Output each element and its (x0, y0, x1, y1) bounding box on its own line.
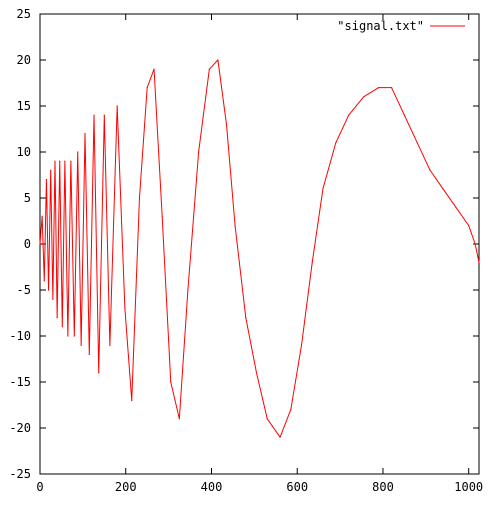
data-point (245, 317, 247, 319)
data-point (77, 151, 79, 153)
data-point (300, 344, 303, 346)
series-layer (39, 59, 480, 438)
data-point (390, 87, 393, 89)
y-tick-label: -15 (9, 375, 31, 389)
y-tick-label: 20 (17, 53, 31, 67)
data-point (39, 243, 41, 245)
x-tick-label: 600 (286, 480, 308, 494)
data-point (138, 197, 141, 199)
series-line-0 (39, 59, 480, 438)
x-tick-label: 200 (115, 480, 137, 494)
data-point (93, 114, 95, 116)
data-point (70, 160, 72, 162)
data-point (124, 307, 126, 309)
data-point (478, 261, 480, 263)
data-point (187, 289, 189, 291)
data-point (52, 298, 54, 300)
data-point (54, 160, 56, 162)
data-point (88, 353, 90, 355)
data-point (109, 344, 111, 346)
data-point (67, 335, 69, 337)
data-point (266, 418, 268, 420)
data-point (116, 105, 118, 107)
data-point (59, 160, 61, 162)
data-point (73, 335, 75, 337)
x-tick-label: 400 (201, 480, 223, 494)
y-tick-label: 25 (17, 7, 31, 21)
data-point (311, 261, 313, 263)
data-point (416, 142, 418, 144)
plot-frame (39, 13, 480, 475)
data-point (80, 344, 82, 346)
data-point (153, 68, 155, 70)
legend-label: "signal.txt" (337, 19, 424, 33)
data-point (335, 142, 337, 144)
x-tick-label: 1000 (454, 480, 483, 494)
y-tick-label: -20 (9, 421, 31, 435)
data-point (178, 418, 180, 420)
data-point (208, 68, 210, 70)
data-point (348, 114, 350, 116)
data-point (56, 317, 58, 319)
data-point (50, 169, 52, 171)
x-tick-label: 800 (372, 480, 394, 494)
data-point (146, 87, 148, 89)
y-tick-label: -5 (17, 283, 31, 297)
y-tick-label: 15 (17, 99, 31, 113)
y-tick-label: -10 (9, 329, 31, 343)
y-tick-label: -25 (9, 467, 31, 481)
data-point (47, 289, 50, 291)
y-tick-label: 10 (17, 145, 31, 159)
data-point (429, 169, 431, 171)
data-point (131, 399, 133, 401)
data-point (234, 225, 236, 227)
data-point (61, 326, 63, 328)
data-point (279, 436, 281, 438)
data-point (455, 206, 457, 208)
x-axis: 0 200 400 600 800 1000 (36, 14, 483, 494)
data-point (378, 87, 380, 89)
data-point (170, 381, 172, 383)
data-point (474, 243, 476, 245)
data-point (403, 114, 405, 116)
y-tick-label: 0 (24, 237, 31, 251)
data-point (84, 133, 86, 135)
data-point (442, 188, 444, 190)
y-tick-label: 5 (24, 191, 31, 205)
data-point (468, 225, 470, 227)
data-point (290, 409, 292, 411)
legend: "signal.txt" (337, 19, 465, 33)
data-point (64, 160, 66, 162)
data-point (198, 151, 200, 153)
data-point (217, 59, 219, 61)
data-point (98, 372, 100, 374)
data-point (255, 372, 258, 374)
data-point (225, 123, 228, 125)
data-point (363, 96, 365, 98)
data-point (103, 114, 105, 116)
data-point (41, 215, 43, 217)
data-point (322, 188, 324, 190)
data-point (161, 215, 163, 217)
data-point (43, 280, 45, 282)
y-axis: -25 -20 -15 -10 -5 0 5 10 15 20 25 (9, 7, 479, 481)
x-tick-label: 0 (36, 480, 43, 494)
data-point (45, 179, 48, 181)
